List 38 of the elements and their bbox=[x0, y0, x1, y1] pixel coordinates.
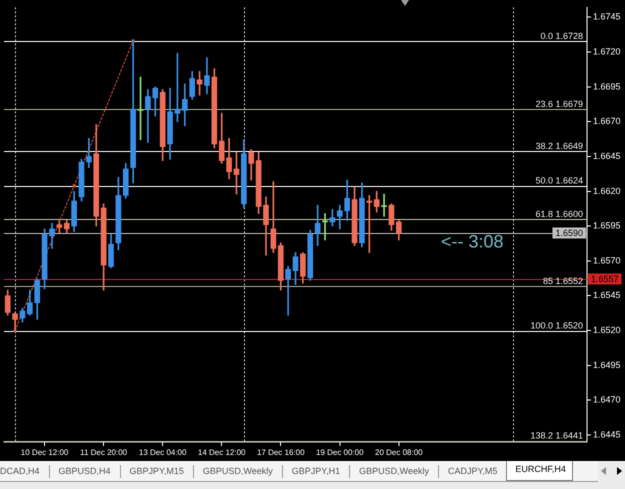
x-tick-label: 20 Dec 08:00 bbox=[375, 448, 424, 458]
text: GBPUSD,H4 bbox=[58, 466, 111, 476]
x-tick-label: 11 Dec 20:00 bbox=[80, 448, 128, 458]
x-tick-label: 14 Dec 12:00 bbox=[198, 448, 246, 458]
ref-line-label: 50.0 1.6624 bbox=[535, 176, 583, 186]
ref-line-label: 100.0 1.6520 bbox=[530, 320, 583, 331]
text: DCAD,H4 bbox=[0, 466, 40, 476]
x-tick-label: 10 Dec 12:00 bbox=[20, 448, 69, 458]
y-tick-label: 1.6745 bbox=[593, 12, 621, 22]
tab: EURCHF,H4 bbox=[506, 461, 573, 481]
annotation: <-- 3:08 bbox=[441, 231, 504, 252]
y-tick-label: 1.6595 bbox=[593, 220, 621, 231]
y-tick-label: 1.6620 bbox=[593, 186, 621, 196]
text: CADJPY,M5 bbox=[448, 466, 498, 476]
text: GBPUSD,Weekly bbox=[359, 466, 429, 476]
x-tick-label: 13 Dec 04:00 bbox=[138, 448, 188, 458]
y-tick-label: 1.6670 bbox=[593, 116, 621, 126]
ref-line-label: 138.2 1.6441 bbox=[530, 430, 583, 441]
x-tick-label: 19 Dec 00:00 bbox=[316, 448, 364, 458]
ref-line-label: 0.0 1.6728 bbox=[540, 30, 583, 41]
x-tick-label: 17 Dec 16:00 bbox=[256, 448, 306, 458]
y-tick-label: 1.6695 bbox=[593, 81, 621, 92]
ref-line-label: 38.2 1.6649 bbox=[535, 140, 583, 151]
y-tick-label: 1.6470 bbox=[593, 394, 621, 405]
ref-line-label: 1.6590 bbox=[555, 228, 584, 238]
text: GBPUSD,Weekly bbox=[202, 466, 273, 476]
y-tick-label: 1.6520 bbox=[593, 325, 621, 336]
ref-line-label: 61.8 1.6600 bbox=[535, 209, 583, 220]
y-tick-label: 1.6545 bbox=[593, 290, 621, 300]
ref-line-label: 23.6 1.6679 bbox=[535, 99, 583, 110]
y-tick-label: 1.6570 bbox=[593, 255, 621, 266]
ref-line-label: 1.6557 bbox=[591, 274, 619, 284]
text: GBPJPY,H1 bbox=[292, 466, 340, 476]
y-tick-label: 1.6720 bbox=[593, 46, 621, 56]
y-tick-label: 1.6645 bbox=[593, 150, 621, 161]
y-tick-label: 1.6445 bbox=[593, 430, 621, 440]
y-tick-label: 1.6495 bbox=[593, 360, 621, 370]
text: GBPJPY,M15 bbox=[130, 466, 184, 476]
